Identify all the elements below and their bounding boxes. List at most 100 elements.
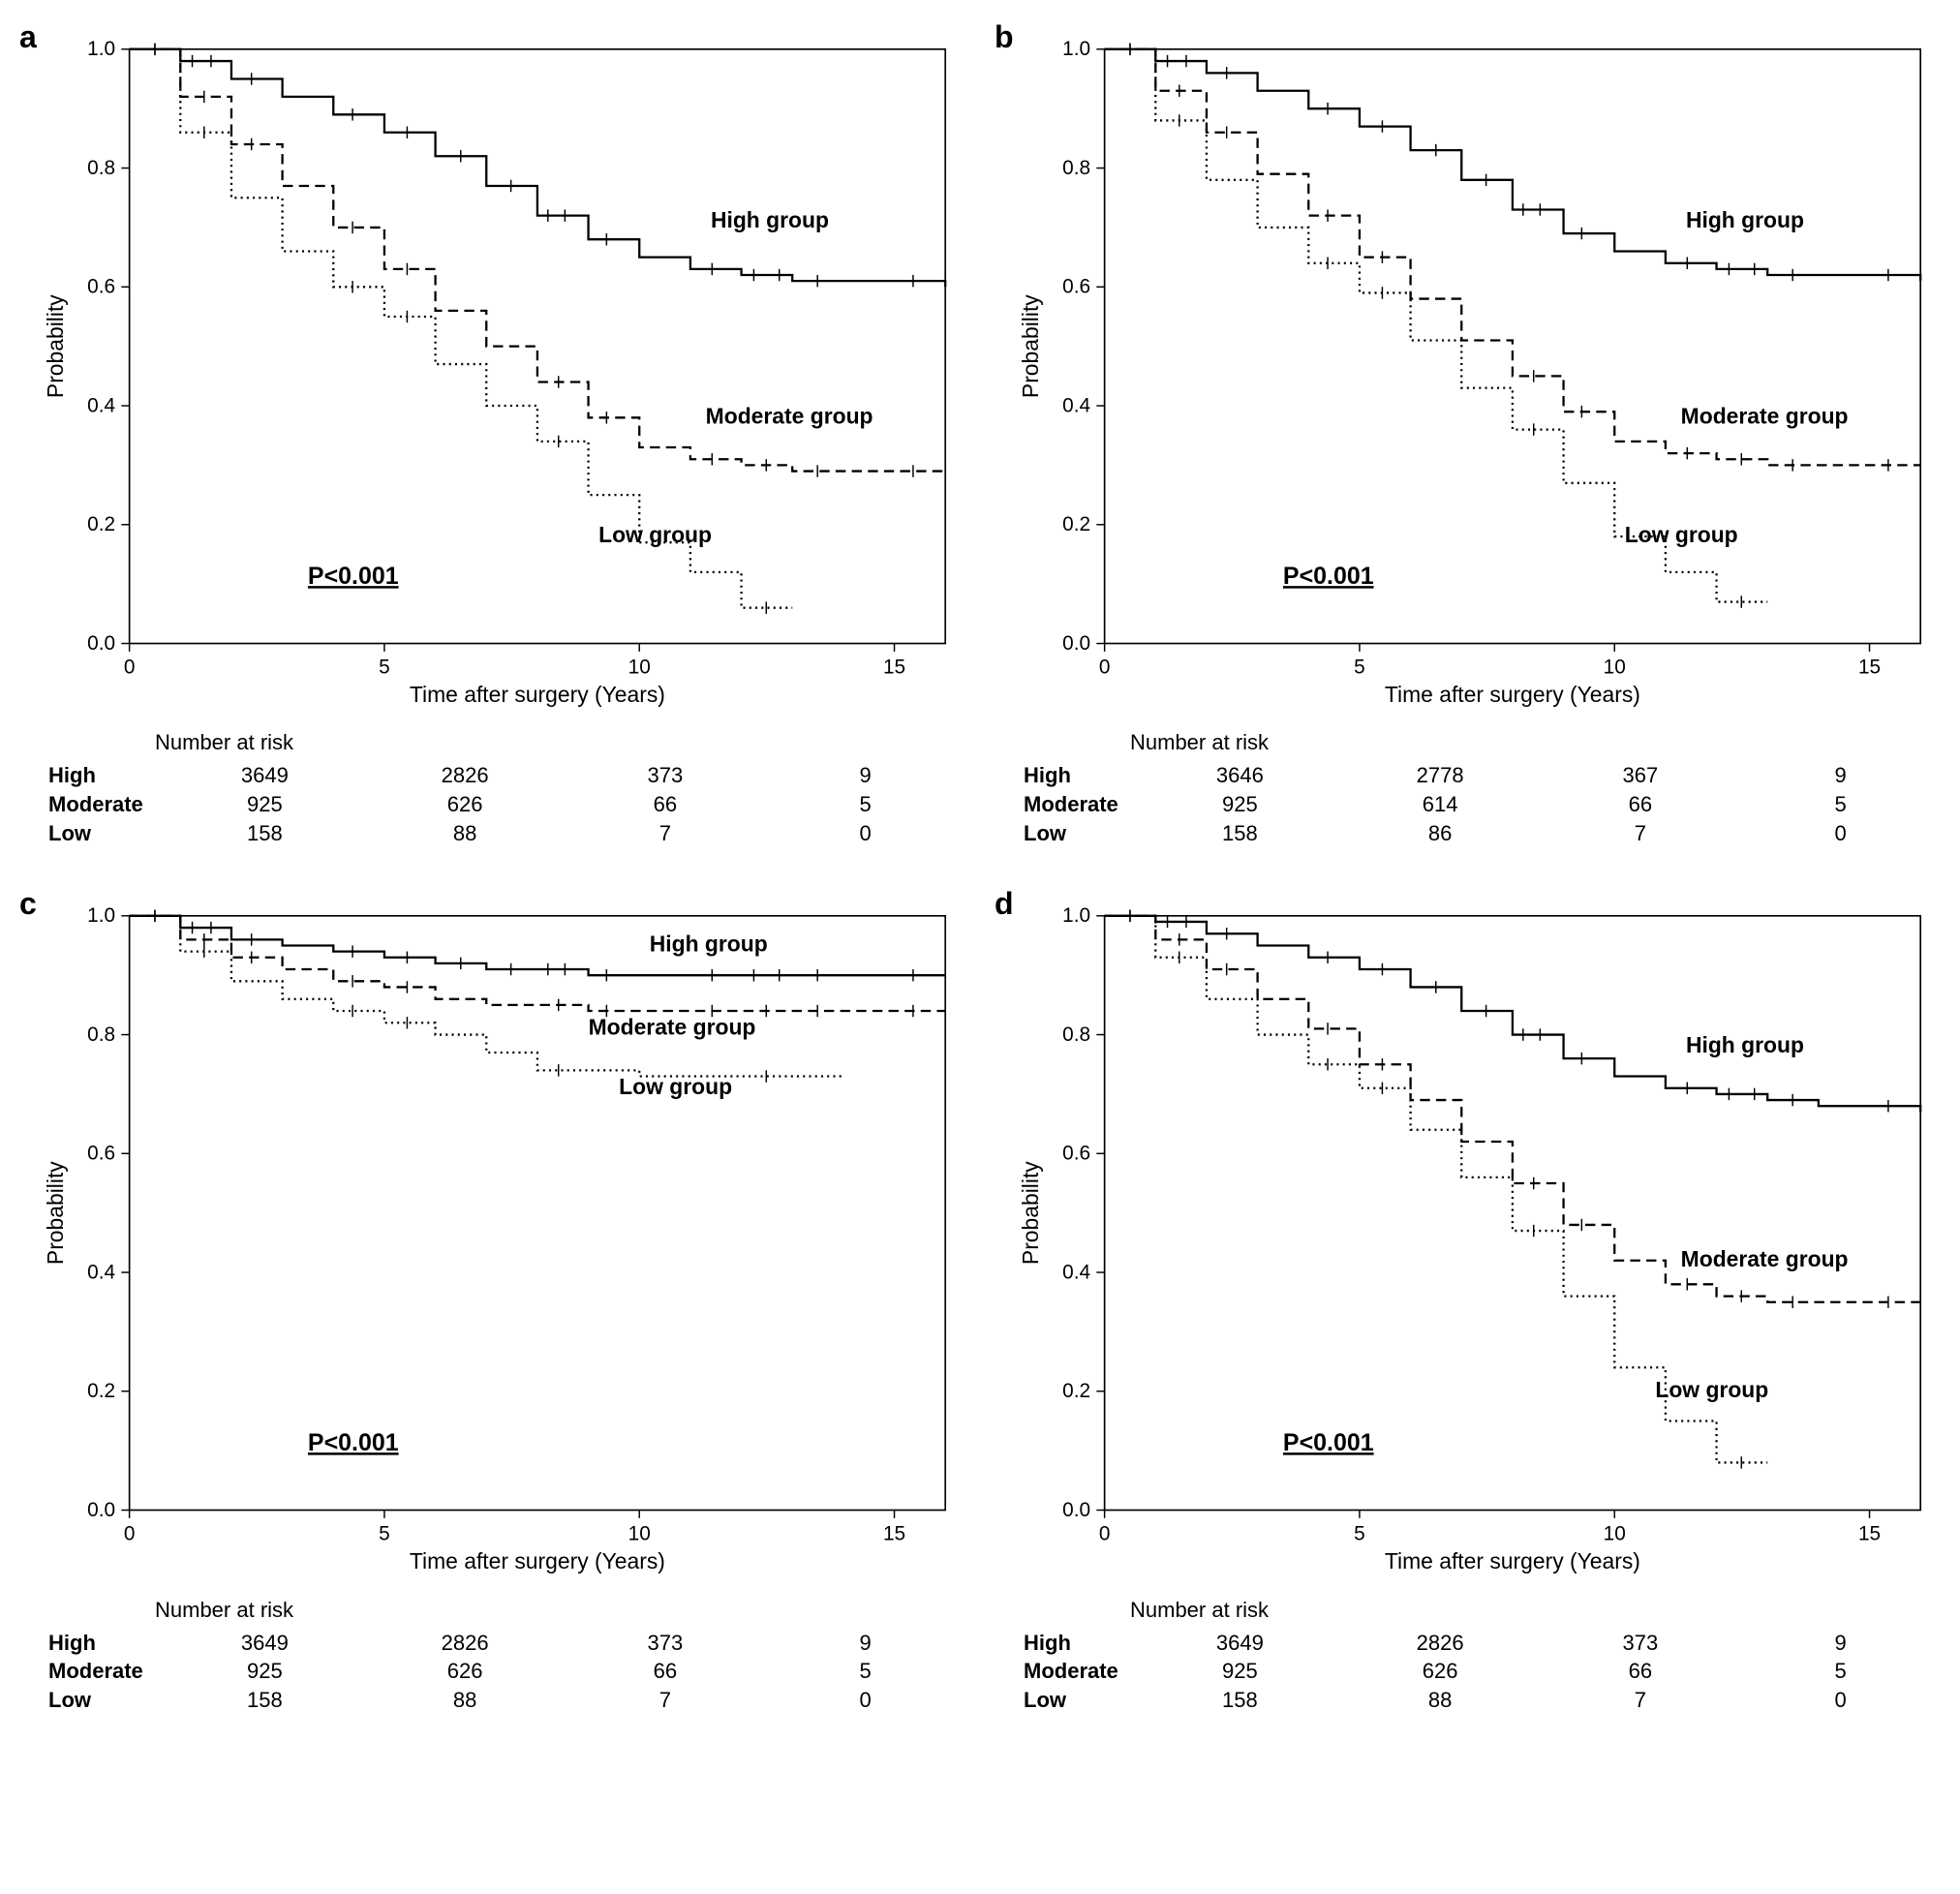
- risk-title: Number at risk: [1130, 730, 1941, 755]
- risk-label: Moderate: [1024, 790, 1140, 819]
- risk-value: 7: [1541, 1686, 1741, 1715]
- ytick-label: 0.4: [1062, 394, 1090, 416]
- ytick-label: 0.0: [87, 1499, 115, 1521]
- risk-value: 367: [1541, 761, 1741, 790]
- ytick-label: 0.2: [1062, 513, 1090, 535]
- xtick-label: 10: [1604, 657, 1626, 679]
- ylabel: Probability: [1018, 294, 1043, 398]
- panel-letter: d: [995, 886, 1014, 922]
- p-value: P<0.001: [1283, 563, 1374, 590]
- panel-letter: c: [19, 886, 37, 922]
- risk-row: High 364928263739: [48, 761, 965, 790]
- risk-row: Low 1588870: [48, 1686, 965, 1715]
- ytick-label: 0.8: [1062, 157, 1090, 179]
- ytick-label: 0.8: [87, 1023, 115, 1046]
- risk-label: Low: [1024, 819, 1140, 848]
- ytick-label: 0.8: [1062, 1023, 1090, 1046]
- label-high: High group: [1686, 207, 1804, 232]
- label-moderate: Moderate group: [1681, 403, 1849, 428]
- panel-letter: a: [19, 19, 37, 55]
- risk-value: 3649: [1140, 1629, 1340, 1658]
- risk-row: High 364627783679: [1024, 761, 1941, 790]
- ytick-label: 0.0: [1062, 632, 1090, 655]
- label-moderate: Moderate group: [589, 1015, 756, 1040]
- panel-letter: b: [995, 19, 1014, 55]
- risk-row: High 364928263739: [1024, 1629, 1941, 1658]
- km-plot: 0.00.20.40.60.81.0051015Time after surge…: [39, 29, 965, 714]
- xtick-label: 0: [1099, 1523, 1111, 1545]
- risk-value: 9: [765, 761, 965, 790]
- risk-value: 373: [566, 1629, 766, 1658]
- risk-value: 626: [1340, 1657, 1541, 1686]
- risk-label: Moderate: [48, 1657, 165, 1686]
- risk-table: Number at risk High 364627783679 Moderat…: [995, 730, 1941, 847]
- risk-table: Number at risk High 364928263739 Moderat…: [19, 730, 965, 847]
- km-plot: 0.00.20.40.60.81.0051015Time after surge…: [39, 896, 965, 1580]
- risk-value: 7: [1541, 819, 1741, 848]
- risk-value: 7: [566, 1686, 766, 1715]
- xlabel: Time after surgery (Years): [410, 682, 665, 707]
- risk-label: Low: [1024, 1686, 1140, 1715]
- risk-value: 66: [1541, 790, 1741, 819]
- ytick-label: 1.0: [87, 904, 115, 927]
- risk-value: 9: [1740, 1629, 1941, 1658]
- risk-row: High 364928263739: [48, 1629, 965, 1658]
- panel-c: c 0.00.20.40.60.81.0051015Time after sur…: [19, 886, 965, 1714]
- risk-value: 925: [165, 1657, 365, 1686]
- risk-value: 88: [1340, 1686, 1541, 1715]
- ytick-label: 0.6: [1062, 276, 1090, 298]
- label-high: High group: [650, 932, 768, 957]
- ytick-label: 0.0: [1062, 1499, 1090, 1521]
- risk-value: 88: [365, 1686, 566, 1715]
- risk-value: 2826: [365, 761, 566, 790]
- risk-value: 0: [765, 1686, 965, 1715]
- risk-value: 2826: [1340, 1629, 1541, 1658]
- risk-value: 158: [165, 1686, 365, 1715]
- risk-value: 0: [1740, 1686, 1941, 1715]
- risk-row: Low 1588670: [1024, 819, 1941, 848]
- risk-value: 9: [765, 1629, 965, 1658]
- ytick-label: 0.2: [1062, 1380, 1090, 1402]
- risk-label: Moderate: [48, 790, 165, 819]
- risk-value: 373: [1541, 1629, 1741, 1658]
- ytick-label: 1.0: [87, 38, 115, 60]
- risk-value: 626: [365, 1657, 566, 1686]
- ytick-label: 0.6: [87, 1143, 115, 1165]
- risk-value: 3649: [165, 761, 365, 790]
- risk-value: 925: [1140, 790, 1340, 819]
- risk-value: 2826: [365, 1629, 566, 1658]
- risk-value: 158: [1140, 1686, 1340, 1715]
- xtick-label: 15: [1858, 1523, 1881, 1545]
- label-low: Low group: [619, 1074, 732, 1099]
- risk-value: 925: [1140, 1657, 1340, 1686]
- xtick-label: 5: [379, 1523, 390, 1545]
- risk-title: Number at risk: [155, 730, 965, 755]
- risk-value: 3646: [1140, 761, 1340, 790]
- risk-value: 9: [1740, 761, 1941, 790]
- label-low: Low group: [598, 522, 712, 547]
- risk-value: 86: [1340, 819, 1541, 848]
- risk-row: Moderate 925614665: [1024, 790, 1941, 819]
- label-low: Low group: [1655, 1377, 1768, 1402]
- risk-row: Moderate 925626665: [1024, 1657, 1941, 1686]
- ytick-label: 0.2: [87, 513, 115, 535]
- xtick-label: 15: [883, 657, 905, 679]
- label-high: High group: [711, 207, 829, 232]
- xtick-label: 15: [1858, 657, 1881, 679]
- risk-row: Low 1588870: [1024, 1686, 1941, 1715]
- risk-value: 2778: [1340, 761, 1541, 790]
- risk-title: Number at risk: [155, 1598, 965, 1623]
- km-plot: 0.00.20.40.60.81.0051015Time after surge…: [1014, 896, 1941, 1580]
- ytick-label: 0.4: [1062, 1262, 1090, 1284]
- ylabel: Probability: [43, 294, 68, 398]
- risk-label: High: [1024, 761, 1140, 790]
- risk-row: Low 1588870: [48, 819, 965, 848]
- ytick-label: 0.4: [87, 394, 115, 416]
- ytick-label: 0.0: [87, 632, 115, 655]
- panel-grid: a 0.0 0.2 0.4 0.6 0.8 1.0 0 5 10 15 Time after sur…: [19, 19, 1941, 1715]
- ytick-label: 0.8: [87, 157, 115, 179]
- ylabel: Probability: [1018, 1161, 1043, 1265]
- risk-table: Number at risk High 364928263739 Moderat…: [995, 1598, 1941, 1715]
- xlabel: Time after surgery (Years): [1385, 682, 1640, 707]
- ytick-label: 1.0: [1062, 38, 1090, 60]
